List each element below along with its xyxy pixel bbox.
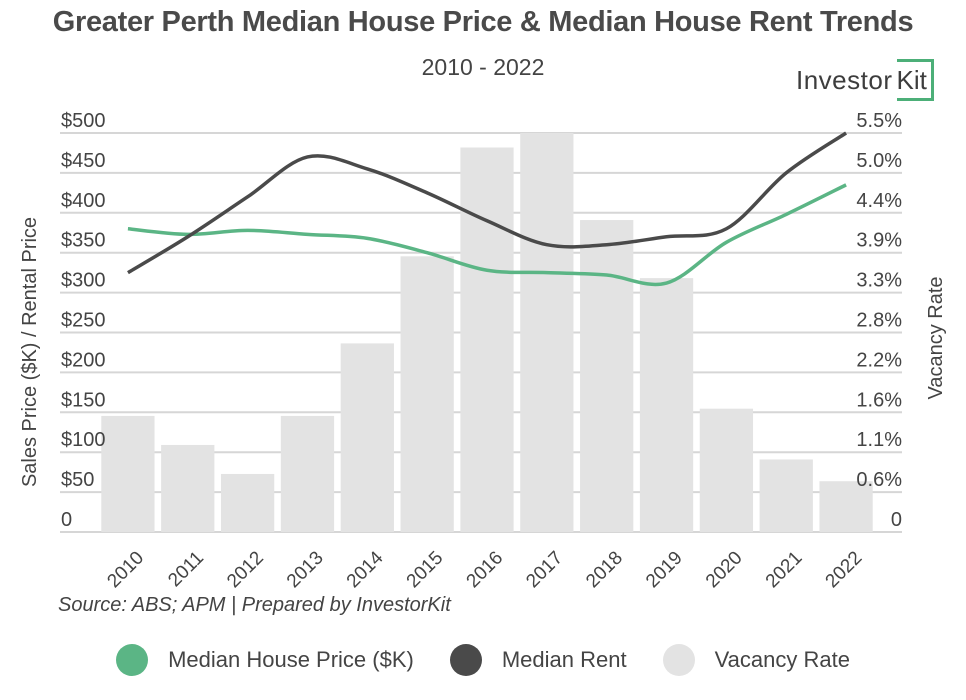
x-tick-label: 2016 — [463, 547, 508, 592]
vacancy-bar — [220, 473, 275, 532]
legend-item-price[interactable]: Median House Price ($K) — [116, 644, 414, 676]
vacancy-bar — [699, 408, 754, 532]
left-tick-label: $200 — [61, 349, 106, 371]
legend-item-vacancy[interactable]: Vacancy Rate — [662, 644, 850, 676]
left-tick-label: 0 — [61, 509, 72, 531]
logo-kit-text: Kit — [896, 64, 927, 95]
vacancy-bar — [400, 256, 454, 532]
legend-dot-rent-icon — [449, 644, 482, 676]
x-tick-label: 2014 — [343, 547, 388, 592]
vacancy-bar — [460, 147, 514, 532]
x-tick-label: 2022 — [822, 547, 867, 592]
right-tick-label: 3.9% — [856, 230, 902, 252]
right-axis-label: Vacancy Rate — [925, 276, 947, 399]
right-axis-ticks: 0 0.6% 1.1% 1.6% 2.2% 2.8% 3.3% 3.9% 4.4% 5.0% 5.5… — [856, 110, 902, 531]
x-tick-label: 2019 — [642, 547, 687, 592]
right-tick-label: 3.3% — [856, 270, 902, 292]
legend-dot-price-icon — [116, 644, 149, 676]
left-tick-label: $100 — [61, 429, 106, 451]
x-axis-ticks: 2010 2011 2012 2013 2014 2015 2016 2017 2018 2019… — [103, 547, 866, 592]
logo-kit-box: Kit — [896, 59, 934, 101]
right-tick-label: 1.6% — [856, 389, 902, 411]
right-tick-label: 0.6% — [856, 469, 902, 491]
vacancy-bar — [639, 278, 694, 532]
investorkit-logo: Investor Kit — [796, 59, 934, 101]
source-note: Source: ABS; APM | Prepared by InvestorK… — [58, 594, 451, 616]
vacancy-bar — [819, 481, 873, 532]
legend-label-price: Median House Price ($K) — [168, 647, 414, 672]
x-tick-label: 2018 — [582, 547, 627, 592]
right-tick-label: 4.4% — [856, 190, 902, 212]
vacancy-bar — [101, 415, 155, 532]
legend: Median House Price ($K) Median Rent Vaca… — [0, 644, 966, 676]
x-tick-label: 2012 — [223, 547, 268, 592]
left-tick-label: $50 — [61, 469, 94, 491]
x-tick-label: 2017 — [522, 547, 567, 592]
legend-item-rent[interactable]: Median Rent — [449, 644, 627, 676]
vacancy-bar — [340, 343, 394, 532]
left-tick-label: $400 — [61, 190, 106, 212]
x-tick-label: 2015 — [403, 547, 448, 592]
right-tick-label: 5.5% — [856, 110, 902, 132]
x-tick-label: 2013 — [283, 547, 328, 592]
right-tick-label: 2.2% — [856, 349, 902, 371]
legend-dot-vacancy-icon — [662, 644, 695, 676]
left-axis-label: Sales Price ($K) / Rental Price — [19, 217, 41, 487]
price-line — [127, 183, 847, 287]
left-tick-label: $500 — [61, 110, 106, 132]
right-tick-label: 1.1% — [856, 429, 902, 451]
line-series — [127, 131, 848, 287]
x-tick-label: 2011 — [164, 547, 208, 591]
left-tick-label: $250 — [61, 310, 106, 332]
vacancy-bars — [101, 133, 873, 532]
right-tick-label: 0 — [891, 509, 902, 531]
rent-line — [127, 131, 848, 275]
vacancy-bar — [580, 220, 634, 532]
right-tick-label: 2.8% — [856, 310, 902, 332]
left-tick-label: $150 — [61, 389, 106, 411]
legend-label-vacancy: Vacancy Rate — [714, 647, 850, 672]
legend-label-rent: Median Rent — [501, 647, 627, 672]
chart-title: Greater Perth Median House Price & Media… — [52, 6, 914, 38]
left-tick-label: $300 — [61, 270, 106, 292]
x-tick-label: 2010 — [103, 547, 148, 592]
x-tick-label: 2021 — [762, 547, 807, 592]
logo-text: Investor — [796, 64, 893, 95]
left-axis-ticks: 0 $50 $100 $150 $200 $250 $300 $350 $400 $450 $500 — [61, 110, 106, 531]
vacancy-bar — [520, 133, 574, 532]
right-tick-label: 5.0% — [856, 150, 902, 172]
chart-subtitle: 2010 - 2022 — [421, 54, 545, 80]
vacancy-bar — [759, 459, 813, 532]
vacancy-bar — [161, 444, 215, 532]
left-tick-label: $450 — [61, 150, 106, 172]
x-tick-label: 2020 — [702, 547, 747, 592]
vacancy-bar — [280, 415, 335, 532]
left-tick-label: $350 — [61, 230, 106, 252]
